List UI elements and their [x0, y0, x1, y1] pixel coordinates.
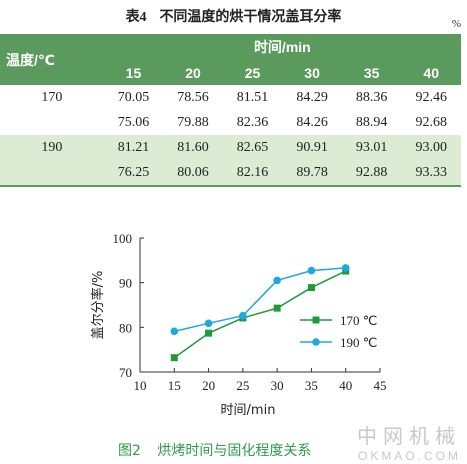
table-row: 76.25 80.06 82.16 89.78 92.88 93.33 — [0, 160, 461, 187]
table-row: 190 81.21 81.60 82.65 90.91 93.01 93.00 — [0, 135, 461, 160]
x-tick-label: 25 — [236, 378, 249, 393]
series-line-1 — [174, 267, 346, 333]
table-cell: 82.36 — [222, 110, 283, 135]
data-point — [205, 329, 213, 337]
column-header: 25 — [222, 60, 283, 85]
x-tick-label: 20 — [202, 378, 215, 393]
figure-caption-text: 烘烤时间与固化程度关系 — [157, 443, 312, 459]
table-unit: % — [451, 18, 461, 30]
watermark-cn: 中网机械 — [357, 424, 461, 448]
data-point — [307, 284, 315, 292]
table-cell: 92.46 — [401, 85, 461, 110]
data-point — [273, 304, 281, 312]
data-point — [273, 276, 281, 285]
watermark: 中网机械 OKMAO.COM — [357, 420, 461, 463]
table-cell: 84.29 — [282, 85, 342, 110]
table-cell: 82.16 — [222, 160, 283, 187]
y-tick-label: 90 — [119, 276, 132, 291]
y-tick-label: 70 — [119, 365, 132, 380]
table-row: 170 70.05 78.56 81.51 84.29 88.36 92.46 — [0, 85, 461, 110]
table-cell: 90.91 — [282, 135, 342, 160]
col-group-header: 时间/min — [103, 34, 461, 60]
row-header: 温度/℃ — [0, 34, 104, 85]
temperature-cell — [0, 160, 104, 187]
figure-caption: 图2 烘烤时间与固化程度关系 — [118, 440, 311, 460]
watermark-en: OKMAO.COM — [357, 449, 461, 463]
x-tick-label: 15 — [168, 378, 181, 393]
legend-marker — [312, 316, 320, 324]
y-tick-label: 100 — [113, 231, 133, 246]
table-title: 表4 不同温度的烘干情况盖耳分率 — [0, 6, 467, 26]
table-cell: 92.68 — [401, 110, 461, 135]
table-cell: 92.88 — [341, 160, 402, 187]
column-header: 30 — [282, 60, 342, 85]
series-line-0 — [173, 270, 347, 359]
legend-label: 190 ℃ — [340, 335, 377, 350]
x-tick-label: 40 — [339, 378, 352, 393]
table-cell: 81.51 — [222, 85, 283, 110]
y-tick-label: 80 — [119, 320, 132, 335]
x-tick-label: 35 — [305, 378, 318, 393]
column-headers: 15 20 25 30 35 40 — [0, 60, 461, 85]
table-cell: 88.94 — [341, 110, 402, 135]
x-axis-label: 时间/min — [221, 403, 276, 418]
column-header: 15 — [103, 60, 164, 85]
table-cell: 70.05 — [103, 85, 164, 110]
temperature-cell — [0, 110, 104, 135]
data-table: 温度/℃ 时间/min 15 20 25 30 35 40 170 70.05 78.56 81… — [0, 34, 461, 187]
x-tick-label: 10 — [134, 378, 147, 393]
table-number: 表4 — [125, 10, 147, 25]
table-cell: 93.33 — [401, 160, 461, 187]
table-cell: 82.65 — [222, 135, 283, 160]
column-header: 20 — [163, 60, 223, 85]
chart: 10 15 20 25 30 35 40 45 70 80 90 100 时间/min 盖尔分率/% 170… — [90, 231, 387, 418]
table-title-text: 不同温度的烘干情况盖耳分率 — [159, 9, 342, 25]
data-point — [204, 319, 213, 328]
table-cell: 88.36 — [341, 85, 402, 110]
table-cell: 79.88 — [163, 110, 223, 135]
data-point — [170, 354, 178, 362]
data-point — [239, 311, 247, 320]
data-point — [307, 266, 316, 275]
table-cell: 76.25 — [103, 160, 164, 187]
table-body: 170 70.05 78.56 81.51 84.29 88.36 92.46 75.06 79… — [0, 85, 461, 187]
table-cell: 81.60 — [163, 135, 223, 160]
figure-number: 图2 — [118, 443, 141, 459]
y-axis-label: 盖尔分率/% — [90, 271, 106, 340]
column-header: 40 — [401, 60, 461, 85]
table-row: 75.06 79.88 82.36 84.26 88.94 92.68 — [0, 110, 461, 135]
table-cell: 75.06 — [103, 110, 164, 135]
table-cell: 78.56 — [163, 85, 223, 110]
table-cell: 84.26 — [282, 110, 342, 135]
data-point — [341, 264, 350, 272]
table-cell: 93.01 — [341, 135, 402, 160]
column-header: 35 — [341, 60, 402, 85]
legend-marker — [312, 338, 320, 346]
table-cell: 93.00 — [401, 135, 461, 160]
x-tick-label: 45 — [374, 378, 387, 393]
data-point — [170, 327, 179, 336]
table-cell: 80.06 — [163, 160, 223, 187]
table-cell: 81.21 — [103, 135, 164, 160]
temperature-cell: 190 — [0, 135, 104, 160]
temperature-cell: 170 — [0, 85, 104, 110]
table-cell: 89.78 — [282, 160, 342, 187]
legend-label: 170 ℃ — [340, 313, 377, 328]
x-tick-label: 30 — [271, 378, 284, 393]
